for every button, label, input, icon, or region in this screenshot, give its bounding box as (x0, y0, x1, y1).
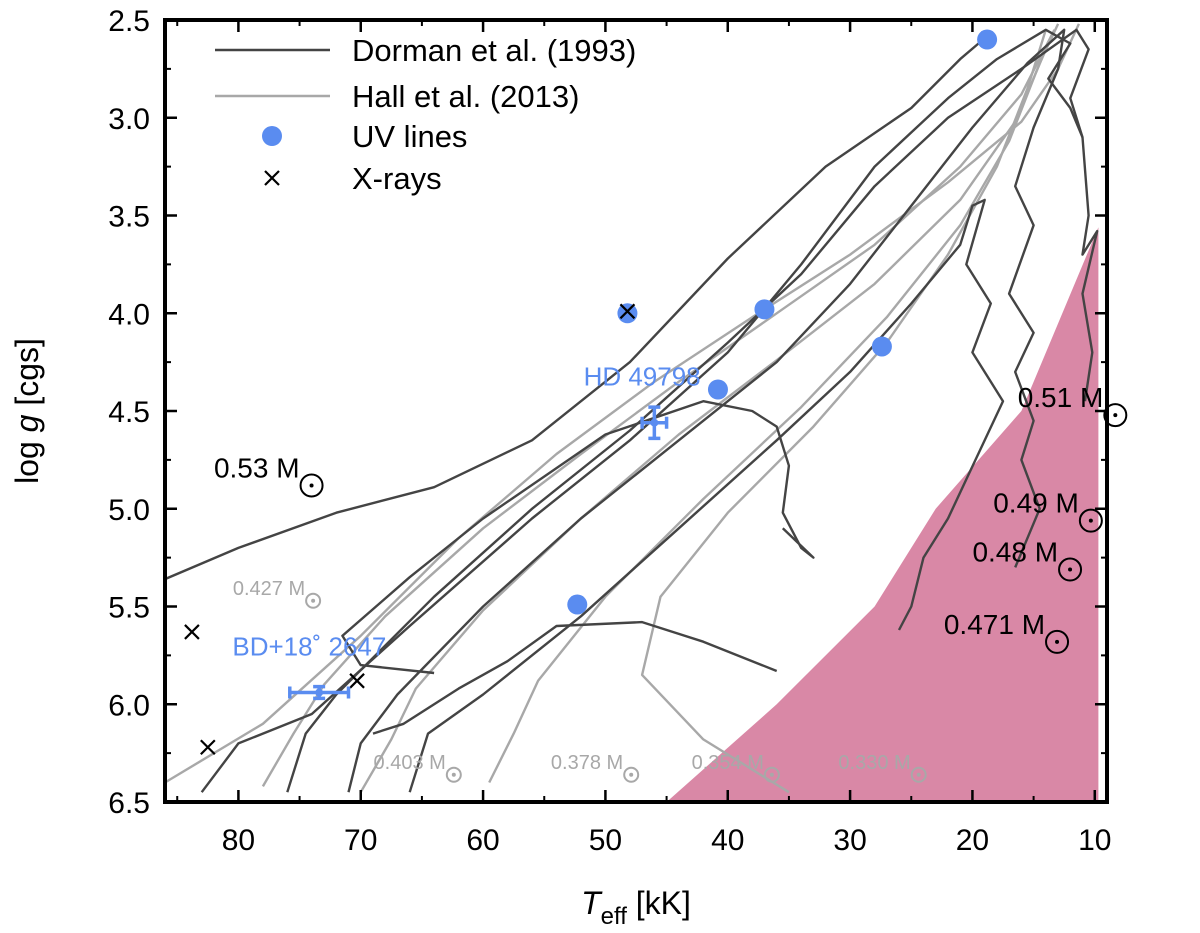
x-tick-label-4: 40 (711, 824, 744, 857)
mass-label-dark-3-sun (1058, 557, 1083, 582)
mass-label-grey-3-sun (763, 766, 780, 783)
hall-track-3 (488, 23, 1060, 784)
mass-label-dark-1-sun-dot (1113, 413, 1118, 418)
mass-label-dark-4: 0.471 M (944, 609, 1045, 640)
x-tick-label-2: 60 (466, 824, 499, 857)
legend-swatch-3 (264, 170, 280, 186)
legend-swatch-2 (262, 126, 282, 146)
mass-label-dark-1-sun (1103, 403, 1128, 428)
mass-label-grey-0-sun (305, 592, 322, 609)
mass-label-grey-1-sun-dot (451, 772, 456, 777)
y-tick-label-2: 3.5 (108, 201, 150, 234)
mass-label-grey-2-sun-dot (629, 772, 634, 777)
legend: Dorman et al. (1993) Hall et al. (2013) UV… (215, 33, 636, 196)
dorman-track-5 (341, 400, 815, 675)
dorman-track-6 (372, 620, 778, 735)
y-tick-label-0: 2.5 (108, 5, 150, 38)
mass-label-dark-3: 0.48 M (972, 537, 1058, 568)
mass-label-dark-3-sun-dot (1068, 567, 1073, 572)
uv-point-1 (617, 303, 638, 324)
y-axis-label: log g [cgs] (9, 338, 45, 484)
star-center-1 (315, 688, 324, 697)
legend-label-0: Dorman et al. (1993) (352, 33, 636, 68)
star-label-0: HD 49798 (584, 362, 701, 392)
y-tick-label-7: 6.0 (108, 689, 150, 722)
uv-point-3 (871, 336, 892, 357)
y-tick-label-3: 4.0 (108, 298, 150, 331)
x-tick-label-3: 50 (589, 824, 622, 857)
hall-track-0 (165, 23, 1080, 784)
mass-label-dark-0: 0.53 M (214, 452, 300, 483)
mass-label-grey-4-sun (910, 766, 927, 783)
mass-label-grey-3: 0.354 M (692, 752, 764, 774)
y-tick-label-4: 4.5 (108, 396, 150, 429)
xray-point-1 (184, 624, 200, 640)
mass-label-grey-4-sun-dot (916, 772, 921, 777)
legend-label-1: Hall et al. (2013) (352, 79, 579, 114)
y-tick-label-1: 3.0 (108, 103, 150, 136)
mass-label-grey-3-sun-dot (769, 772, 774, 777)
mass-label-dark-1: 0.51 M (1018, 382, 1104, 413)
mass-label-dark-0-sun-dot (309, 483, 314, 488)
x-tick-label-5: 30 (833, 824, 866, 857)
mass-label-grey-1-sun (445, 766, 462, 783)
hall-track-4 (640, 29, 1047, 794)
y-tick-label-5: 5.0 (108, 494, 150, 527)
uv-point-4 (707, 379, 728, 400)
xray-point-0 (619, 303, 636, 320)
dorman-track-3 (347, 28, 1066, 793)
mass-label-grey-4: 0.330 M (838, 752, 910, 774)
x-tick-label-1: 70 (344, 824, 377, 857)
y-tick-label-6: 5.5 (108, 592, 150, 625)
mass-label-dark-0-sun (299, 473, 324, 498)
shaded-region (666, 227, 1099, 802)
star-label-1: BD+18˚ 2647 (232, 631, 386, 661)
uv-point-5 (567, 594, 588, 615)
uv-point-2 (754, 299, 775, 320)
hall-track-2 (359, 43, 1050, 793)
legend-label-2: UV lines (352, 119, 467, 154)
x-tick-label-0: 80 (222, 824, 255, 857)
dorman-track-4 (408, 198, 1005, 793)
xray-point-3 (200, 739, 216, 756)
uv-point-0 (977, 29, 998, 50)
mass-label-grey-1: 0.403 M (374, 752, 446, 774)
star-center-0 (650, 418, 659, 427)
x-axis-label: Teff [kK] (581, 885, 691, 930)
mass-label-dark-4-sun (1045, 629, 1070, 654)
x-tick-label-6: 20 (956, 824, 989, 857)
mass-label-dark-2: 0.49 M (993, 488, 1079, 519)
mass-label-dark-4-sun-dot (1055, 639, 1060, 644)
mass-label-dark-2-sun-dot (1088, 518, 1093, 523)
dorman-track-0 (165, 32, 992, 581)
mass-label-grey-0: 0.427 M (233, 578, 305, 600)
xray-point-2 (349, 673, 365, 689)
mass-label-grey-0-sun-dot (311, 598, 316, 603)
mass-label-grey-2-sun (623, 766, 640, 783)
mass-label-grey-2: 0.378 M (551, 752, 623, 774)
y-tick-label-8: 6.5 (108, 787, 150, 820)
mass-label-dark-2-sun (1078, 508, 1103, 533)
legend-label-3: X-rays (352, 161, 442, 196)
x-tick-label-7: 10 (1078, 824, 1111, 857)
